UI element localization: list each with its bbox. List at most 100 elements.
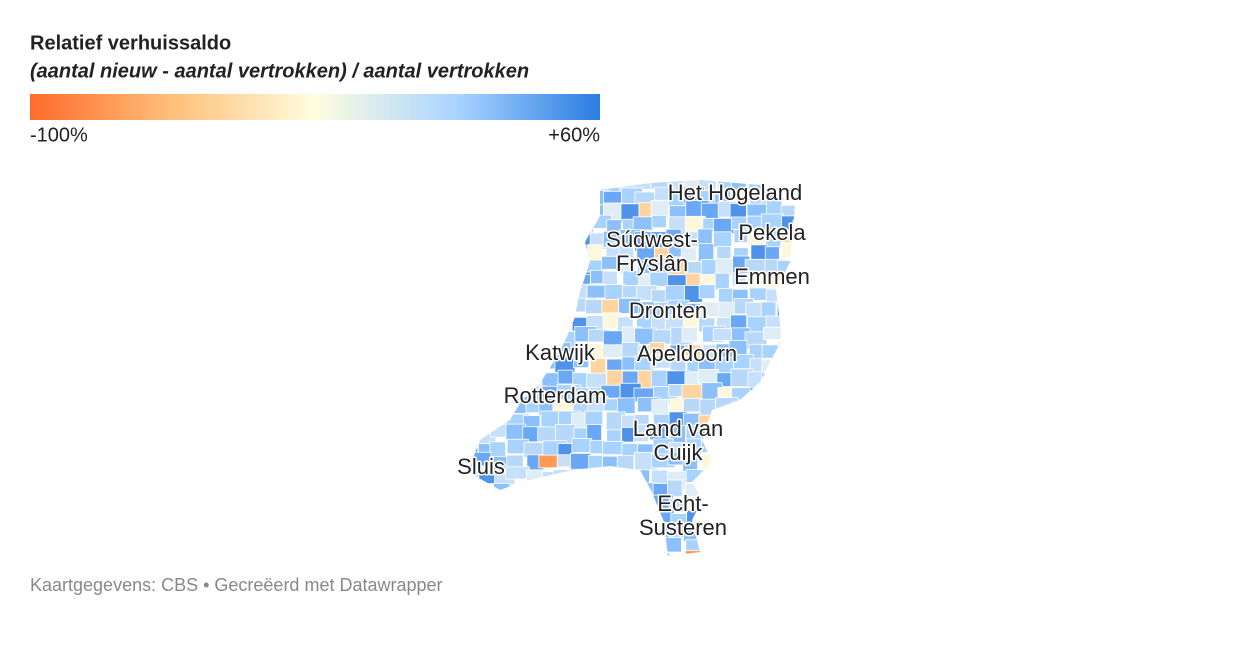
- municipality: [700, 470, 722, 490]
- municipality: [473, 451, 492, 467]
- municipality: [717, 469, 736, 486]
- municipality: [778, 497, 795, 517]
- municipality: [729, 414, 747, 435]
- municipality: [651, 214, 667, 229]
- city-label: Echt-: [657, 491, 708, 516]
- municipality: [537, 245, 559, 262]
- municipality: [525, 513, 542, 530]
- city-label: Het Hogeland: [668, 180, 803, 205]
- municipality: [473, 357, 493, 372]
- municipality: [605, 525, 621, 546]
- municipality: [635, 498, 658, 515]
- municipality: [776, 440, 795, 456]
- municipality: [476, 219, 498, 237]
- municipality: [553, 189, 578, 203]
- municipality: [536, 536, 558, 551]
- municipality: [507, 553, 532, 556]
- municipality: [468, 326, 485, 347]
- municipality: [745, 272, 762, 286]
- municipality: [552, 199, 572, 214]
- municipality: [796, 368, 812, 384]
- city-label: Dronten: [629, 298, 707, 323]
- city-label: Súdwest-: [606, 227, 698, 252]
- municipality: [571, 438, 593, 453]
- municipality: [508, 270, 534, 291]
- municipality: [552, 469, 576, 486]
- municipality: [714, 272, 730, 291]
- municipality: [478, 541, 498, 556]
- municipality: [468, 259, 477, 280]
- municipality: [718, 452, 736, 471]
- municipality: [475, 553, 499, 556]
- municipality: [468, 412, 483, 430]
- municipality: [505, 260, 524, 282]
- municipality: [685, 539, 701, 556]
- municipality: [781, 538, 795, 552]
- municipality: [748, 523, 765, 542]
- municipality: [468, 525, 482, 545]
- municipality: [476, 330, 499, 344]
- municipality: [730, 525, 754, 543]
- municipality: [781, 317, 795, 336]
- municipality: [540, 188, 557, 203]
- municipality: [712, 328, 734, 341]
- municipality: [605, 470, 630, 489]
- municipality: [665, 228, 682, 245]
- municipality: [522, 482, 545, 502]
- municipality: [491, 287, 508, 303]
- municipality: [620, 550, 639, 556]
- municipality: [782, 508, 795, 522]
- municipality: [633, 180, 652, 190]
- municipality: [475, 180, 499, 193]
- municipality: [492, 339, 512, 359]
- municipality: [468, 423, 477, 440]
- municipality: [524, 229, 547, 245]
- municipality: [468, 439, 479, 454]
- municipality: [732, 496, 748, 513]
- municipality: [509, 232, 533, 252]
- municipality: [761, 358, 785, 375]
- municipality: [468, 228, 480, 248]
- municipality: [618, 243, 635, 260]
- city-label: Pekela: [738, 220, 806, 245]
- municipality: [793, 471, 795, 489]
- municipality: [761, 456, 783, 472]
- municipality: [552, 298, 573, 320]
- municipality: [618, 539, 638, 553]
- municipality: [728, 508, 747, 524]
- municipality: [761, 372, 783, 389]
- municipality: [701, 439, 718, 454]
- municipality: [538, 271, 556, 285]
- municipality: [508, 524, 530, 540]
- municipality: [492, 218, 514, 232]
- municipality: [685, 469, 711, 483]
- municipality: [764, 424, 788, 445]
- municipality: [468, 484, 481, 504]
- municipality: [553, 510, 575, 528]
- municipality: [541, 258, 559, 272]
- municipality: [510, 202, 527, 218]
- municipality: [573, 540, 597, 556]
- municipality: [478, 288, 502, 310]
- municipality: [793, 510, 795, 527]
- municipality: [796, 411, 812, 424]
- municipality: [490, 524, 511, 545]
- municipality: [793, 315, 795, 336]
- municipality: [794, 401, 795, 419]
- municipality: [474, 371, 500, 391]
- municipality: [779, 428, 795, 450]
- municipality: [468, 314, 486, 336]
- municipality: [540, 180, 562, 196]
- city-label: Katwijk: [525, 340, 596, 365]
- municipality: [524, 247, 549, 266]
- municipality: [488, 200, 512, 222]
- municipality: [749, 512, 769, 527]
- municipality: [507, 245, 530, 264]
- municipality: [667, 479, 683, 497]
- municipality: [777, 372, 795, 393]
- municipality: [730, 189, 750, 203]
- municipality: [685, 550, 704, 556]
- municipality: [792, 428, 795, 447]
- municipality: [585, 494, 607, 512]
